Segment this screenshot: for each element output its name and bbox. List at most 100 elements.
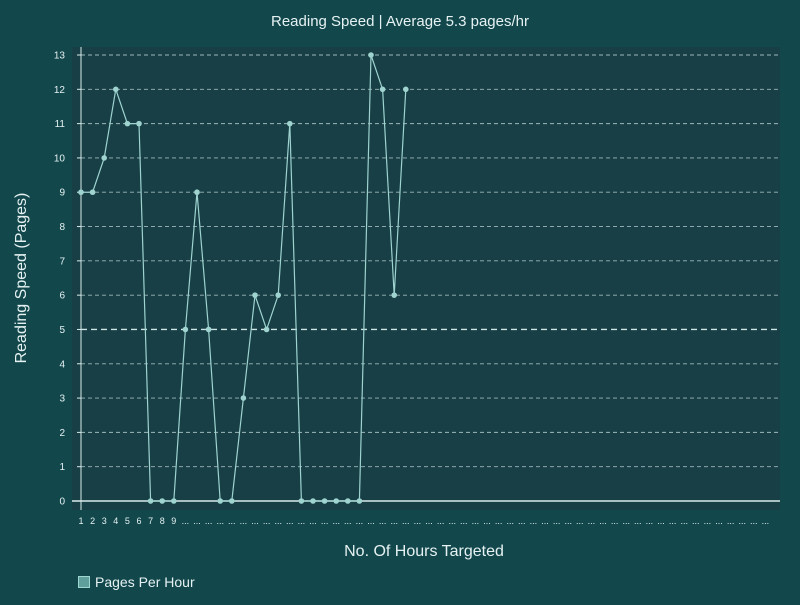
x-tick-label-truncated: ...	[715, 516, 723, 526]
x-tick-label-truncated: ...	[599, 516, 607, 526]
x-tick-label-truncated: ...	[344, 516, 352, 526]
x-tick-label-truncated: ...	[216, 516, 224, 526]
x-tick-label-truncated: ...	[483, 516, 491, 526]
x-tick-label: 3	[102, 516, 107, 526]
y-tick-label: 2	[59, 428, 65, 439]
x-tick-label: 1	[78, 516, 83, 526]
x-tick-label-truncated: ...	[367, 516, 375, 526]
x-tick-label-truncated: ...	[472, 516, 480, 526]
x-tick-label: 7	[148, 516, 153, 526]
data-point	[321, 498, 328, 504]
y-tick-label: 11	[55, 119, 66, 130]
data-point	[89, 189, 96, 196]
data-point	[275, 292, 282, 298]
y-tick-label: 10	[54, 153, 66, 164]
x-tick-label-truncated: ...	[588, 516, 596, 526]
y-tick-label: 1	[59, 462, 65, 473]
x-tick-label-truncated: ...	[692, 516, 700, 526]
x-tick-label-truncated: ...	[646, 516, 654, 526]
x-tick-label-truncated: ...	[518, 516, 526, 526]
y-tick-label: 12	[54, 85, 66, 96]
x-tick-labels: 1 2 3 4 5 6 7 8 9...............................…	[78, 516, 769, 526]
x-tick-label-truncated: ...	[657, 516, 665, 526]
x-tick-label-truncated: ...	[738, 516, 746, 526]
x-tick-label-truncated: ...	[495, 516, 503, 526]
x-tick-label-truncated: ...	[205, 516, 213, 526]
x-tick-label-truncated: ...	[680, 516, 688, 526]
data-point	[171, 498, 177, 504]
data-point	[113, 86, 119, 93]
y-tick-label: 9	[59, 188, 65, 199]
x-tick-label: 8	[160, 516, 165, 526]
y-tick-label: 5	[59, 325, 65, 336]
x-tick-label: 6	[136, 516, 141, 526]
x-tick-label-truncated: ...	[309, 516, 317, 526]
y-tick-label: 8	[59, 222, 65, 233]
data-point	[124, 120, 131, 127]
x-tick-label-truncated: ...	[669, 516, 677, 526]
data-point	[356, 498, 363, 504]
data-point	[101, 155, 107, 161]
data-point	[333, 498, 340, 504]
x-tick-label-truncated: ...	[332, 516, 340, 526]
x-tick-label: 4	[113, 516, 118, 526]
data-point	[194, 189, 200, 196]
grid-lines	[81, 54, 780, 468]
x-tick-label-truncated: ...	[402, 516, 410, 526]
y-tick-label: 0	[59, 497, 65, 508]
x-tick-label-truncated: ...	[634, 516, 642, 526]
legend-label: Pages Per Hour	[95, 574, 195, 590]
x-tick-label-truncated: ...	[762, 516, 770, 526]
x-tick-label-truncated: ...	[240, 516, 248, 526]
x-axis-label: No. Of Hours Targeted	[344, 543, 504, 560]
x-tick-label-truncated: ...	[553, 516, 561, 526]
x-tick-label-truncated: ...	[437, 516, 445, 526]
data-point	[217, 498, 223, 504]
x-tick-label: 2	[90, 516, 95, 526]
y-axis-label: Reading Speed (Pages)	[13, 193, 30, 364]
data-point	[229, 498, 235, 504]
data-point	[263, 326, 270, 333]
data-point	[182, 326, 189, 333]
y-tick-label: 7	[59, 256, 65, 267]
data-point	[298, 498, 305, 504]
data-point	[310, 498, 316, 504]
x-tick-label-truncated: ...	[182, 516, 190, 526]
x-tick-label-truncated: ...	[541, 516, 549, 526]
legend: Pages Per Hour	[78, 574, 195, 590]
x-tick-label-truncated: ...	[530, 516, 538, 526]
x-tick-label: 5	[125, 516, 130, 526]
x-tick-label-truncated: ...	[611, 516, 619, 526]
x-tick-label-truncated: ...	[274, 516, 282, 526]
x-tick-label-truncated: ...	[564, 516, 572, 526]
x-tick-label-truncated: ...	[425, 516, 433, 526]
data-point	[379, 86, 386, 93]
x-tick-label-truncated: ...	[460, 516, 468, 526]
x-tick-label-truncated: ...	[298, 516, 306, 526]
data-point	[403, 86, 409, 93]
x-tick-label-truncated: ...	[506, 516, 514, 526]
x-tick-label-truncated: ...	[193, 516, 201, 526]
x-tick-label-truncated: ...	[379, 516, 387, 526]
x-tick-label-truncated: ...	[263, 516, 271, 526]
x-tick-label-truncated: ...	[576, 516, 584, 526]
x-tick-label-truncated: ...	[286, 516, 294, 526]
x-tick-label: 9	[171, 516, 176, 526]
data-point	[252, 292, 258, 298]
data-point	[159, 498, 165, 504]
data-point	[78, 189, 84, 196]
data-point	[147, 498, 154, 504]
data-point	[240, 395, 247, 401]
data-point	[391, 292, 398, 298]
y-tick-label: 6	[59, 291, 65, 302]
x-tick-label-truncated: ...	[448, 516, 456, 526]
data-point	[345, 498, 351, 504]
data-point	[205, 326, 212, 333]
x-tick-label-truncated: ...	[727, 516, 735, 526]
y-tick-label: 3	[59, 394, 65, 405]
x-tick-label-truncated: ...	[750, 516, 758, 526]
x-tick-label-truncated: ...	[704, 516, 712, 526]
axes	[72, 47, 780, 510]
